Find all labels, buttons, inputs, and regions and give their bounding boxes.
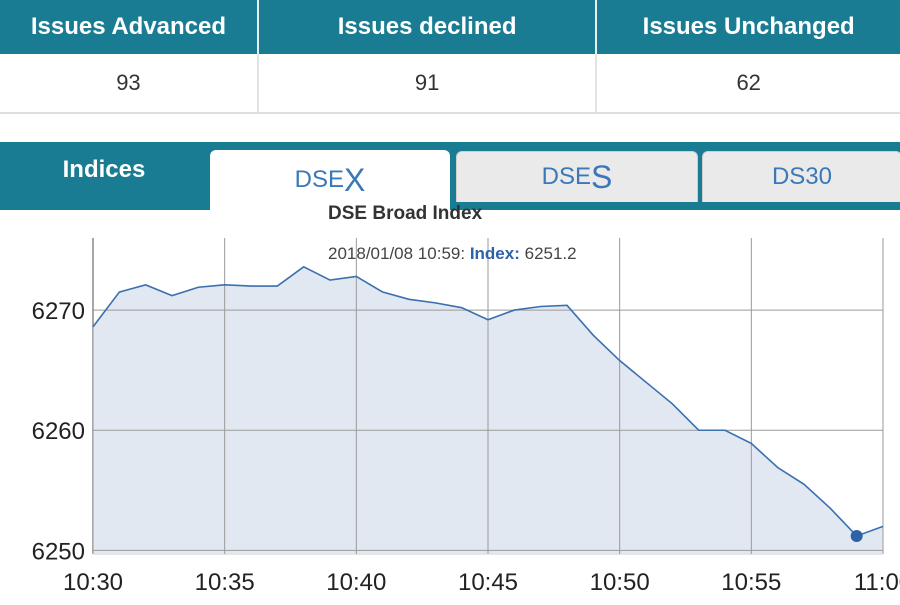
y-tick-label-6270: 6270 xyxy=(32,298,85,325)
indices-label: Indices xyxy=(62,156,146,183)
x-tick-label-1030: 10:30 xyxy=(63,569,123,596)
hover-readout: 2018/01/08 10:59: Index: 6251.2 xyxy=(328,244,577,264)
issues-unchanged-value: 62 xyxy=(736,70,761,95)
tab-dses-prefix: DSE xyxy=(541,163,591,190)
x-tick-label-1055: 10:55 xyxy=(721,569,781,596)
series-line xyxy=(92,265,884,537)
issues-declined-header: Issues declined xyxy=(259,0,598,54)
indices-tab-bar: Indices DSE X DSE S DS30 xyxy=(0,142,900,210)
tab-dses-suffix: S xyxy=(591,158,613,195)
issues-advanced-header: Issues Advanced xyxy=(0,0,259,54)
tab-dsex-prefix: DSE xyxy=(294,166,344,193)
issues-advanced-value: 93 xyxy=(0,54,259,112)
readout-index-value: 6251.2 xyxy=(524,244,577,263)
stats-header-row: Issues Advanced Issues declined Issues U… xyxy=(0,0,900,54)
index-chart: 6250 6260 6270 10:30 10:35 10:40 10:45 10:50 10:… xyxy=(0,200,900,600)
tab-ds30-label: DS30 xyxy=(771,163,833,190)
x-tick-label-1100: 11:00 xyxy=(854,569,900,596)
tab-ds30[interactable]: DS30 xyxy=(702,151,900,202)
x-tick-label-1035: 10:35 xyxy=(195,569,255,596)
y-tick-label-6260: 6260 xyxy=(32,418,85,445)
tab-dses[interactable]: DSE S xyxy=(456,151,698,202)
issues-unchanged-header: Issues Unchanged xyxy=(642,13,855,40)
chart-svg: 6250 6260 6270 10:30 10:35 10:40 10:45 10:50 10:… xyxy=(32,238,900,596)
highlight-point xyxy=(850,529,863,542)
x-tick-label-1050: 10:50 xyxy=(590,569,650,596)
y-tick-label-6250: 6250 xyxy=(32,538,85,565)
stats-value-row: 93 91 62 xyxy=(0,54,900,114)
x-tick-label-1040: 10:40 xyxy=(326,569,386,596)
tab-dsex[interactable]: DSE X xyxy=(210,150,450,210)
readout-index-label: Index: xyxy=(469,244,520,263)
issues-declined-value: 91 xyxy=(259,54,598,112)
readout-datetime: 2018/01/08 10:59: xyxy=(328,244,466,263)
chart-title: DSE Broad Index xyxy=(328,203,483,224)
market-stats-table: Issues Advanced Issues declined Issues U… xyxy=(0,0,900,114)
x-tick-label-1045: 10:45 xyxy=(458,569,518,596)
tab-dsex-suffix: X xyxy=(344,161,366,198)
